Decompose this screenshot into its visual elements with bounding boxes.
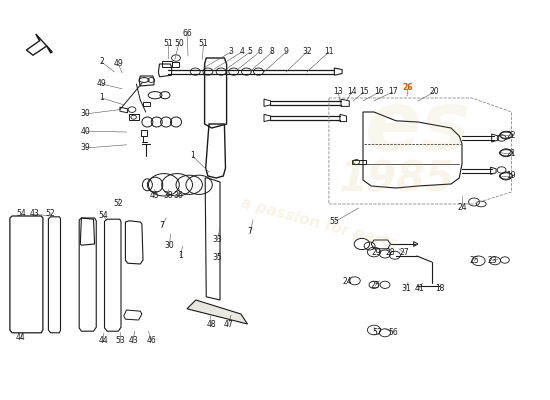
Text: 36: 36 [174,192,184,200]
Text: 30: 30 [80,110,90,118]
Text: 26: 26 [403,84,414,92]
Text: 48: 48 [207,320,217,329]
Text: 21: 21 [507,150,516,158]
Text: 43: 43 [128,336,138,345]
Text: 30: 30 [164,242,174,250]
Text: 56: 56 [388,328,398,337]
Text: 33: 33 [212,236,222,244]
Text: 23: 23 [487,256,497,265]
Text: 6: 6 [257,48,262,56]
Text: 28: 28 [386,248,395,257]
Text: 54: 54 [98,211,108,220]
Text: 29: 29 [372,248,382,257]
Text: 57: 57 [372,328,382,337]
Text: 7: 7 [160,222,164,230]
Text: 7: 7 [248,228,252,236]
Text: 17: 17 [388,88,398,96]
Text: 1: 1 [100,94,104,102]
Text: 43: 43 [29,210,39,218]
Text: 24: 24 [457,204,467,212]
Text: 3: 3 [229,48,233,56]
Text: 2: 2 [100,58,104,66]
Text: 14: 14 [347,88,357,96]
Text: 11: 11 [324,48,334,56]
Text: 20: 20 [430,88,439,96]
Text: 22: 22 [507,132,516,140]
Text: 25: 25 [370,282,380,290]
Text: 8: 8 [270,48,274,56]
Text: 39: 39 [80,144,90,152]
Text: 52: 52 [113,200,123,208]
Text: 25: 25 [469,256,479,265]
Text: 53: 53 [115,336,125,345]
Text: 16: 16 [375,88,384,96]
Text: 24: 24 [343,278,353,286]
Text: 44: 44 [98,336,108,345]
Text: 54: 54 [16,210,26,218]
Text: 45: 45 [149,192,159,200]
Text: 66: 66 [182,30,192,38]
Text: 35: 35 [212,254,222,262]
Text: 44: 44 [16,334,26,342]
Text: 15: 15 [359,88,369,96]
Text: 13: 13 [333,88,343,96]
Text: 31: 31 [401,284,411,293]
Text: 5: 5 [248,48,252,56]
Polygon shape [187,300,248,324]
Text: 9: 9 [284,48,288,56]
Text: 38: 38 [163,192,173,200]
Text: 18: 18 [435,284,445,293]
Text: 40: 40 [80,127,90,136]
Text: 19: 19 [507,172,516,180]
Text: 4: 4 [240,48,244,56]
Text: 32: 32 [302,48,312,56]
Text: 52: 52 [46,210,56,218]
Text: 1985: 1985 [338,159,454,201]
Text: 51: 51 [163,40,173,48]
Text: 41: 41 [414,284,424,293]
Text: 27: 27 [399,248,409,257]
Text: 50: 50 [174,40,184,48]
Text: 49: 49 [97,80,107,88]
Text: 47: 47 [223,320,233,329]
Text: 55: 55 [329,218,339,226]
Text: 1: 1 [190,152,195,160]
Text: 49: 49 [113,60,123,68]
Text: 1: 1 [178,252,183,260]
Text: 46: 46 [146,336,156,345]
Text: es: es [365,88,471,168]
Text: a passion for parts: a passion for parts [239,196,399,252]
Text: 51: 51 [199,40,208,48]
